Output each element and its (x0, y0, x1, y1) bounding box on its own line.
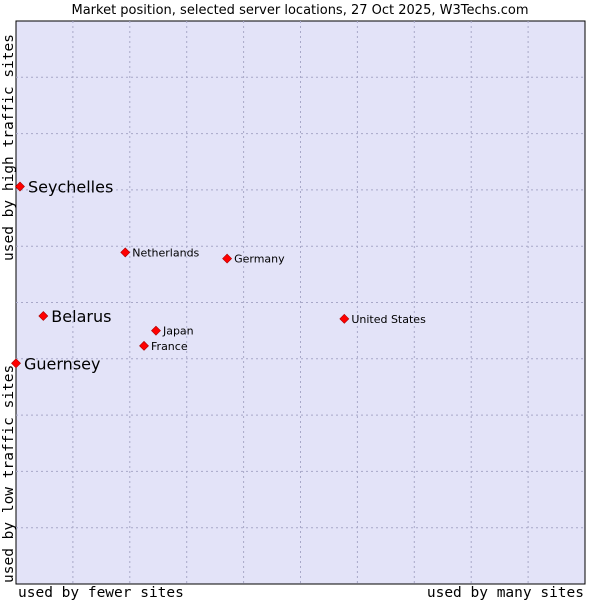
point-label-france: France (151, 340, 188, 353)
point-label-seychelles: Seychelles (28, 178, 113, 197)
grid-lines (16, 21, 585, 584)
point-belarus (38, 311, 49, 321)
chart-title: Market position, selected server locatio… (71, 3, 528, 18)
point-label-japan: Japan (162, 325, 194, 338)
data-points: Seychelles Belarus Guernsey Netherlands Germ… (11, 178, 426, 373)
y-axis-label-top: used by high traffic sites (1, 34, 17, 261)
point-netherlands (120, 247, 131, 258)
x-axis-label-right: used by many sites (427, 585, 584, 600)
point-germany (222, 253, 233, 264)
point-united-states (339, 313, 350, 324)
y-axis-label-bottom: used by low traffic sites (1, 365, 17, 583)
point-label-united-states: United States (351, 313, 426, 326)
point-seychelles (15, 181, 25, 192)
point-japan (151, 325, 161, 336)
point-france (139, 340, 149, 351)
point-label-germany: Germany (234, 253, 285, 266)
point-label-guernsey: Guernsey (24, 354, 100, 373)
x-axis-label-left: used by fewer sites (18, 585, 184, 600)
point-label-netherlands: Netherlands (132, 246, 199, 259)
point-guernsey (11, 358, 21, 369)
point-label-belarus: Belarus (51, 307, 111, 326)
